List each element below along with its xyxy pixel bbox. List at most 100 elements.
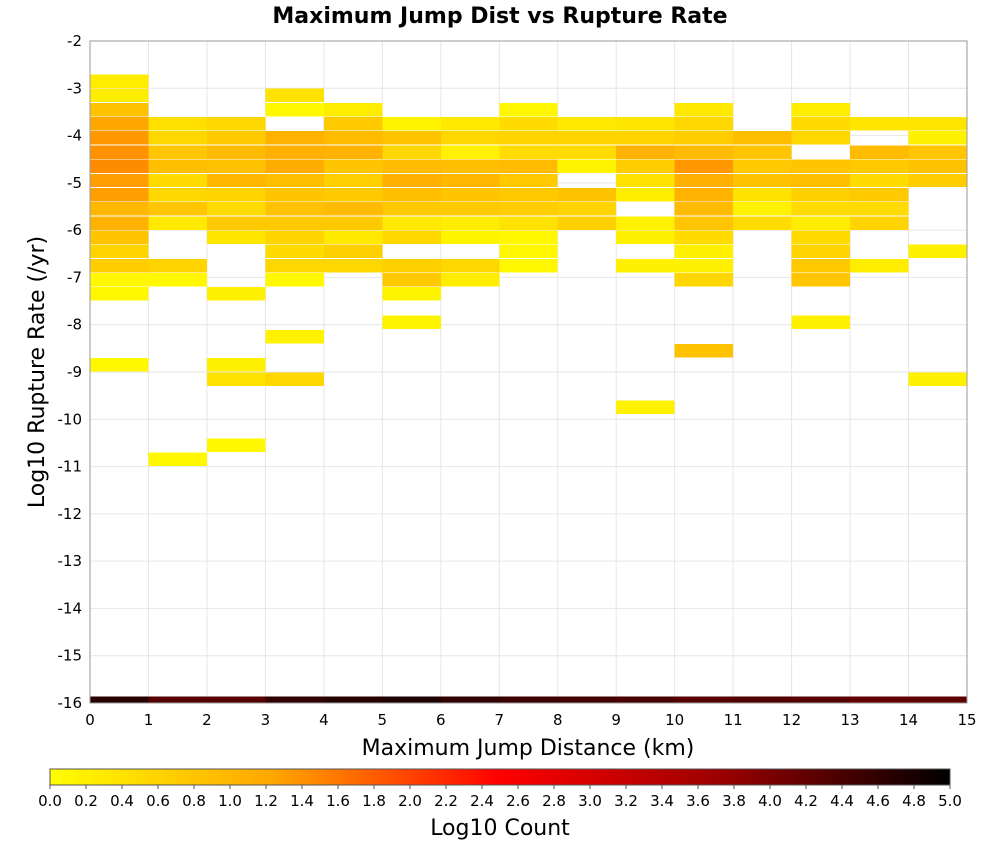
heatmap-cell	[148, 452, 207, 467]
heatmap-cell	[206, 131, 266, 145]
y-tick-label: -14	[58, 599, 83, 617]
x-axis-label: Maximum Jump Distance (km)	[362, 736, 695, 761]
heatmap-cell	[733, 216, 792, 230]
heatmap-cell	[674, 173, 734, 188]
x-tick-label: 14	[899, 711, 918, 729]
plot-frame	[89, 40, 968, 704]
heatmap-cell	[206, 173, 266, 188]
heatmap-cell	[323, 230, 383, 244]
heatmap-cell	[674, 145, 734, 159]
cells-layer	[90, 74, 967, 703]
heatmap-cell	[382, 230, 441, 244]
colorbar-tick-label: 4.4	[830, 792, 854, 810]
heatmap-cell	[733, 131, 792, 145]
heatmap-cell	[382, 202, 441, 216]
colorbar-tick-label: 0.0	[38, 792, 62, 810]
x-tick-label: 1	[144, 711, 154, 729]
heatmap-cell	[791, 202, 851, 216]
heatmap-cell	[206, 372, 266, 386]
heatmap-cell	[674, 244, 734, 259]
heatmap-cell	[616, 117, 675, 131]
heatmap-cell	[499, 173, 558, 188]
heatmap-cell	[148, 131, 207, 145]
y-tick-label: -10	[58, 410, 83, 428]
colorbar-tick-labels: 0.0 0.2 0.4 0.6 0.8 1.0 1.2 1.4 1.6 1.8 2.0 2.2 2.4 2…	[38, 785, 962, 810]
heatmap-cell	[206, 287, 266, 301]
heatmap-cell	[499, 145, 558, 159]
heatmap-cell	[733, 173, 792, 188]
heatmap-cell	[90, 102, 149, 117]
heatmap-cell	[791, 131, 851, 145]
heatmap-cell	[148, 696, 207, 703]
heatmap-cell	[148, 159, 207, 174]
y-tick-label: -6	[67, 221, 82, 239]
heatmap-cell	[148, 187, 207, 202]
heatmap-cell	[850, 216, 909, 230]
heatmap-cell	[148, 145, 207, 159]
heatmap-cell	[616, 145, 675, 159]
colorbar-tick-label: 4.0	[758, 792, 782, 810]
heatmap-cell	[557, 187, 617, 202]
heatmap-cell	[148, 258, 207, 273]
colorbar-tick-label: 2.6	[506, 792, 530, 810]
heatmap-cell	[616, 216, 675, 230]
heatmap-cell	[265, 372, 324, 386]
heatmap-cell	[674, 202, 734, 216]
heatmap-cell	[206, 145, 266, 159]
heatmap-cell	[323, 145, 383, 159]
heatmap-cell	[323, 159, 383, 174]
heatmap-cell	[265, 258, 324, 273]
heatmap-cell	[908, 696, 967, 703]
colorbar-tick-label: 3.6	[686, 792, 710, 810]
heatmap-cell	[908, 159, 967, 174]
heatmap-cell	[148, 216, 207, 230]
heatmap-cell	[382, 145, 441, 159]
x-tick-label: 8	[553, 711, 563, 729]
heatmap-cell	[382, 187, 441, 202]
heatmap-cell	[791, 117, 851, 131]
heatmap-cell	[382, 173, 441, 188]
heatmap-cell	[557, 131, 617, 145]
heatmap-cell	[265, 329, 324, 344]
heatmap-cell	[499, 202, 558, 216]
heatmap-cell	[323, 244, 383, 259]
heatmap-cell	[323, 187, 383, 202]
chart-title: Maximum Jump Dist vs Rupture Rate	[272, 4, 727, 29]
heatmap-cell	[499, 216, 558, 230]
heatmap-cell	[382, 273, 441, 287]
heatmap-cell	[265, 88, 324, 103]
heatmap-cell	[206, 202, 266, 216]
heatmap-cell	[265, 173, 324, 188]
x-tick-label: 11	[724, 711, 743, 729]
heatmap-cell	[90, 216, 149, 230]
colorbar-tick-label: 0.4	[110, 792, 134, 810]
colorbar-tick-label: 0.2	[74, 792, 98, 810]
heatmap-cell	[382, 696, 441, 703]
heatmap-cell	[616, 696, 675, 703]
heatmap-cell	[265, 244, 324, 259]
colorbar-tick-label: 1.4	[290, 792, 314, 810]
heatmap-cell	[265, 216, 324, 230]
heatmap-cell	[499, 102, 558, 117]
y-tick-label: -15	[58, 647, 83, 665]
colorbar-label: Log10 Count	[430, 816, 570, 841]
heatmap-cell	[499, 244, 558, 259]
heatmap-cell	[791, 187, 851, 202]
heatmap-cell	[440, 216, 500, 230]
colorbar-tick-label: 2.8	[542, 792, 566, 810]
heatmap-cell	[440, 202, 500, 216]
y-tick-label: -4	[67, 127, 82, 145]
colorbar-tick-label: 1.6	[326, 792, 350, 810]
heatmap-cell	[206, 159, 266, 174]
y-tick-label: -12	[58, 505, 83, 523]
heatmap-cell	[90, 287, 149, 301]
colorbar-tick-label: 2.0	[398, 792, 422, 810]
heatmap-cell	[90, 230, 149, 244]
heatmap-cell	[90, 145, 149, 159]
colorbar-tick-label: 3.0	[578, 792, 602, 810]
y-tick-label: -13	[58, 552, 83, 570]
heatmap-cell	[323, 173, 383, 188]
x-tick-label: 2	[202, 711, 212, 729]
y-axis-label: Log10 Rupture Rate (/yr)	[25, 236, 50, 508]
heatmap-cell	[148, 117, 207, 131]
